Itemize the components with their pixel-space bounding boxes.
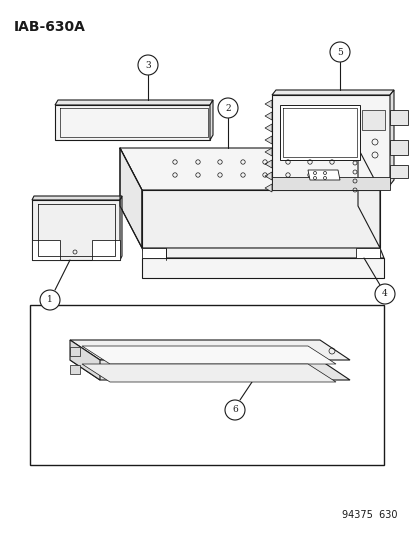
Polygon shape — [271, 177, 389, 190]
Circle shape — [40, 290, 60, 310]
Polygon shape — [361, 110, 384, 130]
Polygon shape — [120, 148, 142, 248]
Circle shape — [374, 284, 394, 304]
Text: 4: 4 — [381, 289, 387, 298]
Circle shape — [138, 55, 158, 75]
Polygon shape — [264, 148, 271, 156]
Polygon shape — [142, 248, 383, 258]
Polygon shape — [389, 140, 407, 155]
Polygon shape — [142, 248, 166, 258]
Polygon shape — [92, 240, 120, 260]
Text: 1: 1 — [47, 295, 53, 304]
Polygon shape — [70, 347, 80, 356]
Text: 2: 2 — [225, 103, 230, 112]
Bar — [30, 305, 383, 465]
Polygon shape — [70, 365, 80, 374]
Text: 5: 5 — [336, 47, 342, 56]
Polygon shape — [209, 100, 212, 140]
Polygon shape — [389, 165, 407, 178]
Polygon shape — [32, 200, 120, 260]
Polygon shape — [142, 190, 379, 248]
Polygon shape — [32, 196, 122, 200]
Polygon shape — [264, 100, 271, 108]
Polygon shape — [389, 110, 407, 125]
Polygon shape — [82, 346, 335, 364]
Circle shape — [224, 400, 244, 420]
Text: 6: 6 — [232, 406, 237, 415]
Polygon shape — [355, 248, 379, 258]
Polygon shape — [120, 196, 122, 260]
Polygon shape — [70, 360, 349, 380]
Text: IAB-630A: IAB-630A — [14, 20, 85, 34]
Polygon shape — [271, 90, 393, 95]
Polygon shape — [70, 340, 349, 360]
Text: 94375  630: 94375 630 — [342, 510, 397, 520]
Polygon shape — [264, 112, 271, 120]
Text: 3: 3 — [145, 61, 150, 69]
Polygon shape — [55, 100, 212, 105]
Polygon shape — [82, 364, 335, 382]
Polygon shape — [389, 90, 393, 185]
Polygon shape — [264, 136, 271, 144]
Polygon shape — [142, 258, 383, 278]
Polygon shape — [264, 184, 271, 192]
Circle shape — [329, 42, 349, 62]
Polygon shape — [264, 124, 271, 132]
Polygon shape — [55, 105, 209, 140]
Polygon shape — [307, 170, 339, 180]
Polygon shape — [70, 340, 100, 380]
Polygon shape — [264, 172, 271, 180]
Circle shape — [218, 98, 237, 118]
Polygon shape — [120, 148, 379, 190]
Polygon shape — [32, 240, 60, 260]
Polygon shape — [264, 160, 271, 168]
Polygon shape — [271, 95, 389, 185]
Polygon shape — [279, 105, 359, 160]
